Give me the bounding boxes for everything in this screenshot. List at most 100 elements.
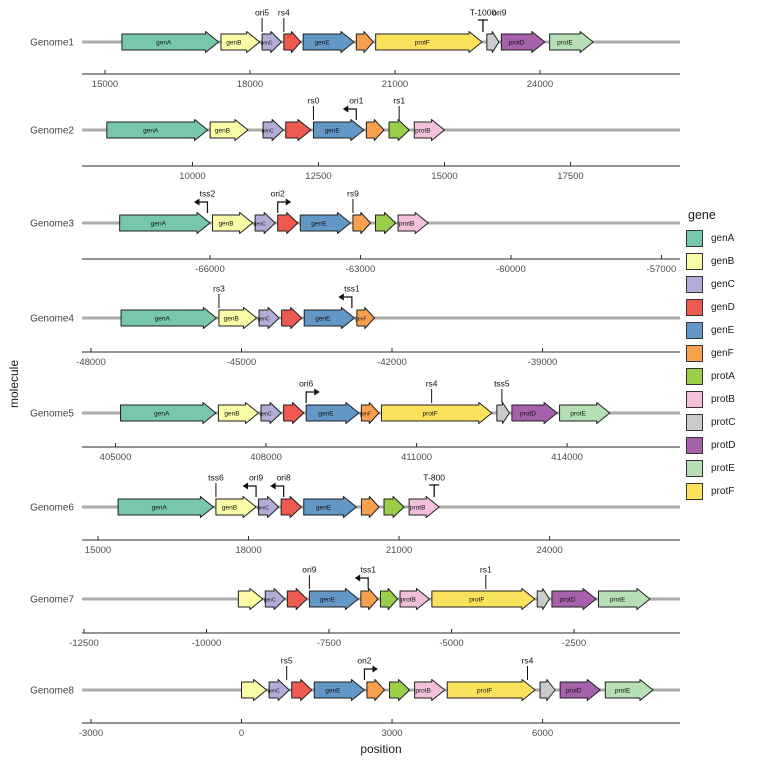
gene-arrow	[360, 496, 380, 518]
promoter-arrowhead-icon	[242, 482, 249, 490]
gene-label: genC	[260, 411, 272, 417]
gene-arrow	[500, 31, 546, 53]
gene-label: protB	[410, 504, 426, 511]
axis-tick-label: 414000	[551, 452, 583, 463]
axis-tick-label: 17500	[557, 171, 583, 182]
legend-label: genC	[711, 279, 735, 290]
promoter-arrowhead-icon	[270, 482, 276, 490]
feature-label: rs9	[347, 189, 359, 199]
legend-item: genB	[686, 253, 735, 270]
legend-swatch	[686, 483, 703, 500]
gene-arrow	[366, 679, 386, 701]
legend-item: protF	[686, 483, 735, 500]
gene-label: genC	[268, 688, 280, 694]
feature-label: ori2	[271, 189, 285, 199]
gene-label: genC	[257, 505, 269, 511]
genome-label: Genome4	[30, 314, 74, 325]
legend-label: genF	[711, 348, 734, 359]
gene-label: genA	[156, 39, 172, 46]
axis-tick-label: 12500	[305, 171, 331, 182]
gene-arrow	[303, 307, 355, 329]
gene-label: protE	[570, 410, 586, 417]
gene-arrow	[536, 588, 550, 610]
gene-arrow	[258, 496, 280, 518]
promoter-arrowhead-icon	[193, 198, 200, 206]
terminator-icon	[429, 484, 440, 497]
axis-tick-label: -3000	[79, 728, 103, 739]
gene-arrow	[215, 496, 257, 518]
feature-label: tss1	[360, 565, 376, 575]
feature-label: ori6	[299, 379, 313, 389]
promoter-left-icon	[248, 485, 257, 497]
gene-arrow	[559, 679, 601, 701]
gene-label: genE	[311, 220, 327, 227]
gene-label: genE	[320, 596, 336, 603]
gene-label: protE	[557, 39, 573, 46]
legend-item: genA	[686, 230, 735, 247]
genome-label: Genome1	[30, 38, 74, 49]
promoter-left-icon	[199, 201, 209, 213]
gene-label: genB	[218, 220, 233, 227]
gene-label: protB	[400, 596, 416, 603]
legend-item: genE	[686, 322, 735, 339]
promoter-left-icon	[343, 296, 353, 308]
gene-arrow	[308, 588, 359, 610]
feature-label: tss5	[494, 379, 510, 389]
axis-tick-label: -10000	[192, 638, 222, 649]
gene-arrow	[408, 496, 440, 518]
feature-label: rs3	[213, 284, 225, 294]
gene-arrow	[539, 679, 556, 701]
gene-arrow	[209, 119, 249, 141]
gene-arrow	[389, 679, 411, 701]
legend-label: genD	[711, 302, 735, 313]
axis-tick-label: -57000	[647, 264, 677, 275]
feature-label: ori8	[277, 473, 291, 483]
gene-arrow	[511, 402, 558, 424]
gene-arrow	[375, 31, 483, 53]
gene-label: genB	[222, 504, 237, 511]
gene-arrow	[365, 119, 385, 141]
legend-item: protB	[686, 391, 735, 408]
axis-tick-label: -2500	[562, 638, 586, 649]
legend-label: genB	[711, 256, 735, 267]
legend-swatch	[686, 299, 703, 316]
legend-swatch	[686, 345, 703, 362]
legend-label: protC	[711, 417, 736, 428]
terminator-icon	[477, 19, 488, 32]
feature-label: ori5	[255, 8, 269, 18]
gene-arrow	[264, 588, 286, 610]
gene-arrow	[597, 588, 651, 610]
promoter-arrowhead-icon	[372, 665, 378, 673]
legend-swatch	[686, 368, 703, 385]
gene-label: genB	[224, 315, 239, 322]
legend-label: genA	[711, 233, 735, 244]
axis-tick-label: -66000	[195, 264, 225, 275]
legend-item: protD	[686, 437, 735, 454]
axis-tick-label: 15000	[85, 545, 111, 556]
promoter-arrowhead-icon	[338, 293, 344, 301]
axis-tick-label: 6000	[532, 728, 553, 739]
gene-label: protD	[509, 39, 525, 46]
legend-swatch	[686, 437, 703, 454]
axis-tick-label: -7500	[317, 638, 341, 649]
gene-label: genA	[143, 127, 159, 134]
feature-label: tss1	[344, 284, 360, 294]
gene-arrow	[120, 402, 217, 424]
axis-tick-label: -39000	[528, 357, 558, 368]
axis-tick-label: -48000	[76, 357, 106, 368]
legend-item: protA	[686, 368, 735, 385]
gene-arrow	[604, 679, 654, 701]
gene-arrow	[283, 402, 305, 424]
feature-label: rs5	[281, 656, 293, 666]
gene-arrow	[388, 119, 410, 141]
gene-label: genC	[254, 221, 266, 227]
gene-label: genC	[260, 40, 272, 46]
gene-arrow	[397, 212, 429, 234]
gene-arrow	[286, 588, 308, 610]
gene-arrow	[120, 307, 217, 329]
gene-label: protF	[477, 687, 492, 694]
gene-arrow	[281, 307, 303, 329]
gene-arrow	[352, 212, 371, 234]
gene-arrow	[559, 402, 611, 424]
